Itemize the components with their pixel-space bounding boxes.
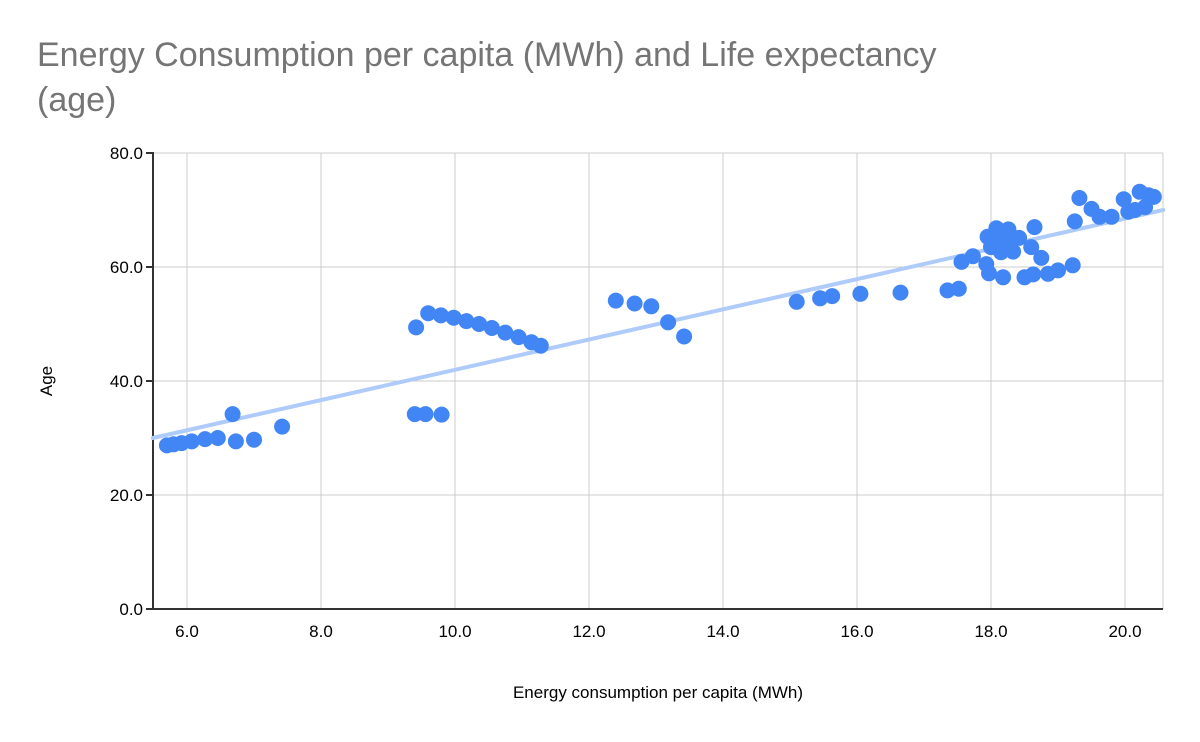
data-point[interactable] [812,290,829,307]
data-point[interactable] [660,314,677,331]
x-tick-label: 6.0 [175,622,199,641]
data-points-layer [158,183,1162,454]
data-point[interactable] [1115,191,1132,208]
gridlines-layer [153,152,1164,609]
data-point[interactable] [676,328,693,345]
data-point[interactable] [227,433,244,450]
data-point[interactable] [471,316,488,332]
x-tick-label: 18.0 [974,622,1007,641]
tick-labels-layer: 6.0 8.0 10.0 12.0 14.0 16.0 18.0 20.0 0.0 20.0 40.… [110,144,1142,641]
data-point[interactable] [408,319,425,336]
x-tick-label: 12.0 [572,622,605,641]
y-tick-label: 40.0 [110,372,143,391]
chart-title-line2: (age) [37,81,117,119]
data-point[interactable] [1066,213,1083,230]
data-point[interactable] [1145,188,1162,205]
data-point[interactable] [643,298,660,315]
data-point[interactable] [1026,219,1043,236]
data-point[interactable] [995,269,1012,286]
data-point[interactable] [1000,221,1017,238]
y-tick-label: 0.0 [119,600,143,619]
data-point[interactable] [1050,262,1066,279]
data-point[interactable] [224,406,241,423]
data-point[interactable] [824,288,841,305]
x-tick-label: 16.0 [840,622,873,641]
data-point[interactable] [1033,249,1050,266]
data-point[interactable] [445,309,462,326]
data-point[interactable] [497,324,514,341]
data-point[interactable] [420,305,437,322]
data-point[interactable] [981,265,997,282]
data-point[interactable] [433,406,450,423]
data-point[interactable] [607,292,624,309]
data-point[interactable] [626,295,643,312]
data-point[interactable] [988,220,1005,237]
chart-title: Energy Consumption per capita (MWh) and … [37,33,1167,123]
chart-title-line1: Energy Consumption per capita (MWh) and … [37,36,937,74]
data-point[interactable] [1071,190,1088,206]
x-tick-label: 10.0 [438,622,471,641]
data-point[interactable] [1091,208,1108,225]
data-point[interactable] [458,313,475,330]
data-point[interactable] [209,430,226,446]
x-tick-label: 8.0 [309,622,333,641]
data-point[interactable] [274,418,291,435]
data-point[interactable] [1001,233,1018,250]
data-point[interactable] [183,433,200,450]
data-point[interactable] [788,293,805,310]
data-point[interactable] [1023,239,1040,256]
data-point[interactable] [532,337,549,354]
data-point[interactable] [432,307,449,324]
x-tick-label: 14.0 [706,622,739,641]
data-point[interactable] [1025,266,1042,283]
data-point[interactable] [197,431,214,448]
y-axis-title: Age [37,366,56,396]
data-point[interactable] [892,284,909,301]
x-axis-title: Energy consumption per capita (MWh) [513,683,803,702]
data-point[interactable] [950,280,967,297]
data-point[interactable] [510,329,527,346]
data-point[interactable] [852,285,869,302]
data-point[interactable] [1064,257,1081,274]
data-point[interactable] [1103,208,1120,225]
data-point[interactable] [417,406,434,423]
y-tick-label: 80.0 [110,144,143,163]
y-tick-label: 20.0 [110,486,143,505]
x-tick-label: 20.0 [1108,622,1141,641]
data-point[interactable] [964,248,981,265]
data-point[interactable] [483,320,500,336]
y-tick-label: 60.0 [110,258,143,277]
data-point[interactable] [246,431,262,448]
axes-layer [146,152,1163,610]
